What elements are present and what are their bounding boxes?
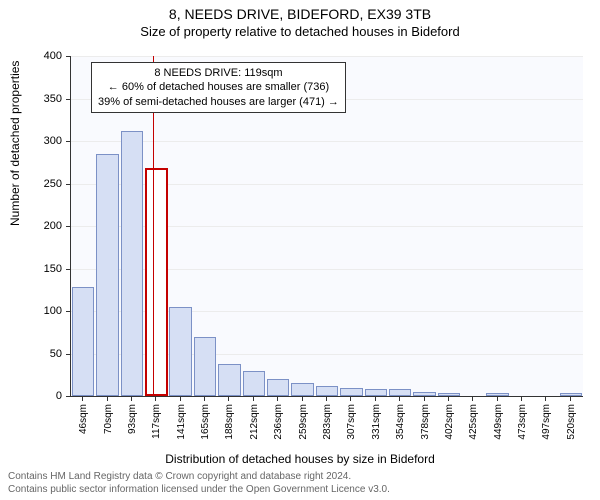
x-tick-label: 259sqm [298,404,309,440]
highlight-annotation: 8 NEEDS DRIVE: 119sqm ← 60% of detached … [91,62,346,113]
histogram-bar [389,389,411,396]
footnote-line-1: Contains HM Land Registry data © Crown c… [8,471,351,482]
histogram-bar [267,379,289,396]
x-tick-label: 331sqm [371,404,382,440]
histogram-bar [316,386,338,396]
x-tick-label: 402sqm [444,404,455,440]
x-tick-label: 236sqm [273,404,284,440]
highlight-bar [145,168,167,396]
histogram-bar [121,131,143,396]
page-title: 8, NEEDS DRIVE, BIDEFORD, EX39 3TB [0,0,600,22]
histogram-bar [438,393,460,396]
histogram-bar [560,393,582,396]
annotation-title: 8 NEEDS DRIVE: 119sqm [98,66,339,80]
x-tick-label: 212sqm [249,404,260,440]
x-tick-label: 93sqm [127,404,138,434]
histogram-bar [243,371,265,397]
histogram-bar [96,154,118,396]
histogram-bar [291,383,313,396]
histogram-bar [194,337,216,397]
x-tick-label: 141sqm [176,404,187,440]
x-tick-label: 307sqm [346,404,357,440]
annotation-larger: 39% of semi-detached houses are larger (… [98,95,339,109]
histogram-bar [72,287,94,396]
y-tick-label: 400 [22,50,62,62]
histogram-bar [218,364,240,396]
y-tick-label: 150 [22,263,62,275]
x-tick-label: 46sqm [78,404,89,434]
y-tick-label: 350 [22,93,62,105]
page-subtitle: Size of property relative to detached ho… [0,22,600,39]
x-tick-label: 354sqm [395,404,406,440]
x-tick-label: 520sqm [566,404,577,440]
footnote-line-2: Contains public sector information licen… [8,484,390,495]
x-tick-label: 165sqm [200,404,211,440]
copyright-footnote: Contains HM Land Registry data © Crown c… [8,470,592,496]
x-tick-label: 378sqm [420,404,431,440]
x-tick-label: 449sqm [493,404,504,440]
y-tick-label: 50 [22,348,62,360]
y-tick-label: 250 [22,178,62,190]
y-tick-label: 100 [22,305,62,317]
y-tick-label: 300 [22,135,62,147]
y-axis-label: Number of detached properties [8,61,22,226]
annotation-smaller: ← 60% of detached houses are smaller (73… [98,80,339,94]
x-tick-label: 283sqm [322,404,333,440]
x-axis-label: Distribution of detached houses by size … [0,452,600,466]
x-tick-label: 117sqm [151,404,162,439]
x-tick-label: 188sqm [224,404,235,440]
histogram-bar [169,307,191,396]
x-tick-label: 425sqm [468,404,479,440]
y-tick-label: 200 [22,220,62,232]
histogram-bar [340,388,362,397]
x-tick-label: 497sqm [541,404,552,440]
histogram-bar [365,389,387,396]
y-tick-label: 0 [22,390,62,402]
property-size-chart: 8 NEEDS DRIVE: 119sqm ← 60% of detached … [70,56,583,397]
x-tick-label: 70sqm [103,404,114,434]
x-tick-label: 473sqm [517,404,528,440]
